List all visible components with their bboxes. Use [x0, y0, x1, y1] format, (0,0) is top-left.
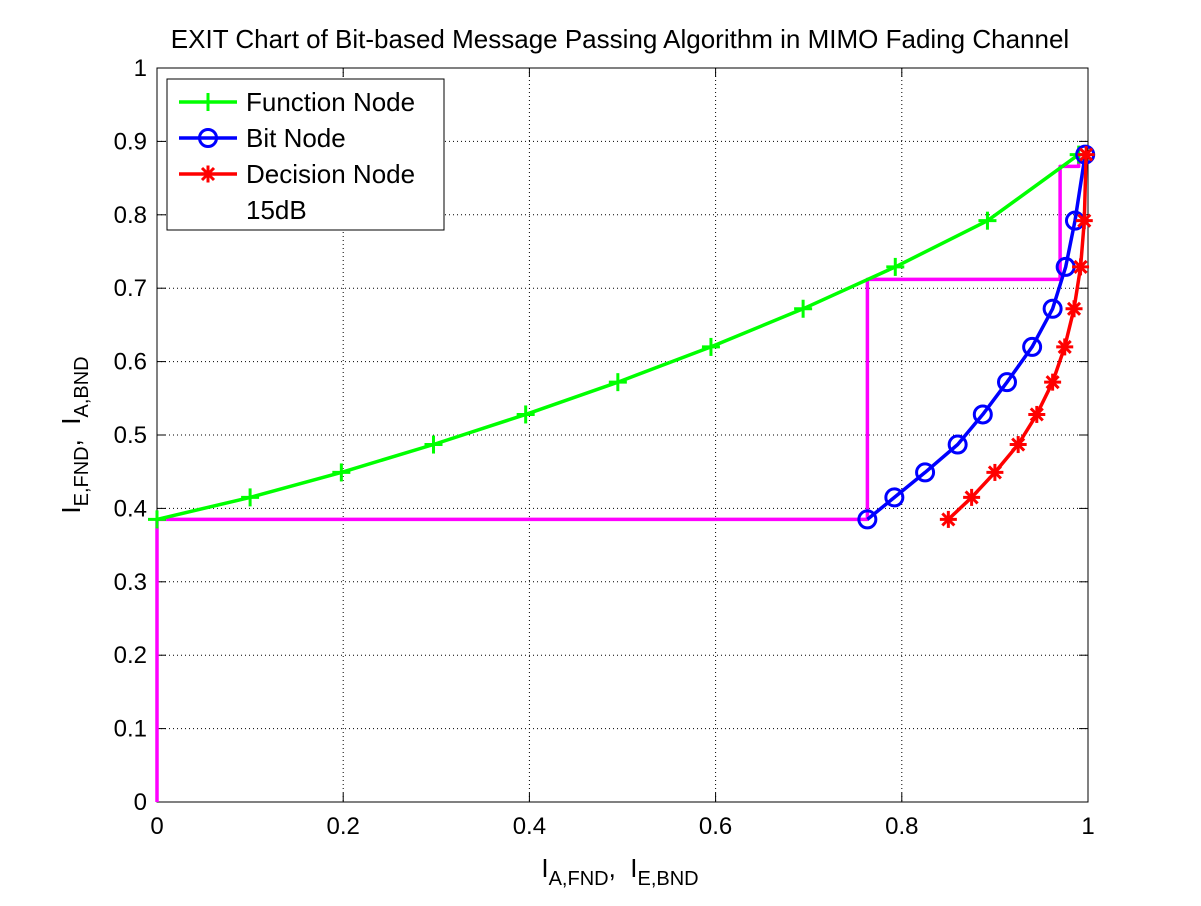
y-tick-label: 0.6: [114, 349, 147, 376]
function-node-point: [332, 463, 351, 482]
plot-frame: [156, 67, 1089, 803]
y-tick-label: 0.9: [114, 128, 147, 155]
bit-node-point: [915, 462, 936, 483]
x-tick-label: 0.2: [327, 813, 360, 840]
legend-label: Decision Node: [246, 159, 415, 189]
bit-node-point: [884, 487, 905, 508]
legend-label-15db: 15dB: [246, 195, 307, 225]
decision-node-point: [1056, 338, 1074, 356]
chart-title: EXIT Chart of Bit-based Message Passing …: [171, 24, 1069, 54]
legend-marker: [199, 93, 217, 111]
decision-node-point: [986, 463, 1004, 481]
x-tick-label: 0.8: [885, 813, 918, 840]
function-node-point: [978, 211, 997, 230]
function-node-point: [241, 488, 260, 507]
x-tick-label: 1: [1081, 813, 1094, 840]
bit-node-point: [972, 404, 993, 425]
decision-node-point: [1028, 405, 1046, 423]
legend-box: [166, 78, 445, 231]
decision-node-point: [1075, 212, 1093, 230]
decision-node-point: [939, 510, 957, 528]
decision-node-point-d2: [964, 490, 979, 505]
legend-marker: [198, 128, 218, 148]
y-axis-label-sub1: E,FND: [71, 446, 93, 506]
y-axis-label-main: I: [56, 506, 86, 513]
y-tick-label: 0.5: [114, 422, 147, 449]
decision-node-point-d2: [1045, 375, 1060, 390]
bit-node-line: [866, 154, 1087, 521]
y-tick-label: 1: [134, 55, 147, 82]
decision-node-point-d2: [987, 465, 1002, 480]
decision-node-point-d2: [1011, 437, 1026, 452]
y-tick-label: 0.2: [114, 642, 147, 669]
decision-node-point-d2: [1073, 259, 1088, 274]
legend-marker-d2: [200, 166, 216, 182]
decision-node-point-d2: [1077, 213, 1092, 228]
decision-node-point: [1072, 258, 1090, 276]
decision-node-point: [1009, 436, 1027, 454]
y-tick-label: 0: [134, 789, 147, 816]
x-tick-label: 0.4: [513, 813, 546, 840]
y-tick-label: 0.7: [114, 275, 147, 302]
decision-node-point: [963, 488, 981, 506]
decision-node-point: [1077, 146, 1095, 164]
legend-marker: [199, 165, 217, 183]
decision-node-point-d2: [1029, 407, 1044, 422]
y-axis-label-sub2: A,BND: [71, 356, 93, 417]
function-node-point: [701, 337, 720, 356]
decision-node-point-d2: [1066, 301, 1082, 316]
bit-node-point: [1022, 336, 1043, 357]
x-tick-label: 0: [150, 813, 163, 840]
bit-node-point: [857, 509, 878, 530]
bit-node-point: [1042, 298, 1063, 319]
y-axis-label: IE,FND, IA,BND: [56, 356, 93, 513]
decision-node-point: [1065, 300, 1083, 318]
function-node-point: [516, 405, 535, 424]
function-node-point: [608, 373, 627, 392]
function-node-point: [148, 510, 166, 529]
x-tick-label: 0.6: [699, 813, 732, 840]
function-node-point: [886, 257, 905, 276]
decision-node-point-d2: [941, 512, 956, 527]
function-node-point: [424, 435, 443, 454]
y-tick-label: 0.8: [114, 202, 147, 229]
y-tick-label: 0.4: [114, 495, 147, 522]
legend-label: Function Node: [246, 87, 415, 117]
bit-node-point: [997, 372, 1018, 393]
legend-label: Bit Node: [246, 123, 346, 153]
x-axis-label-sub1: A,FND: [549, 868, 609, 890]
y-axis-label-sep: , I: [56, 417, 86, 446]
series-layer: [148, 144, 1096, 802]
y-axis-label-group: IE,FND, IA,BND: [56, 356, 93, 513]
x-axis-label: IA,FND, IE,BND: [541, 853, 698, 890]
decision-node-point-d2: [1079, 147, 1094, 162]
legend: Function Node Bit Node Decision Node 15dB: [166, 78, 445, 231]
bit-node-point: [947, 434, 968, 455]
x-axis-label-sep: , I: [609, 853, 638, 883]
y-tick-label: 0.1: [114, 716, 147, 743]
trajectory-line: [155, 154, 1081, 802]
function-node-point: [794, 299, 813, 318]
decision-node-point: [1044, 373, 1062, 391]
x-axis-label-sub2: E,BND: [638, 868, 699, 890]
x-axis-label-main: I: [541, 853, 548, 883]
decision-node-point-d2: [1057, 339, 1072, 354]
axes-layer: 0 0.2 0.4 0.6 0.8 1 0 0.1 0.2 0.3 0.4 0.5 0.6 0.7 0.8 0…: [114, 55, 1095, 840]
y-tick-label: 0.3: [114, 569, 147, 596]
